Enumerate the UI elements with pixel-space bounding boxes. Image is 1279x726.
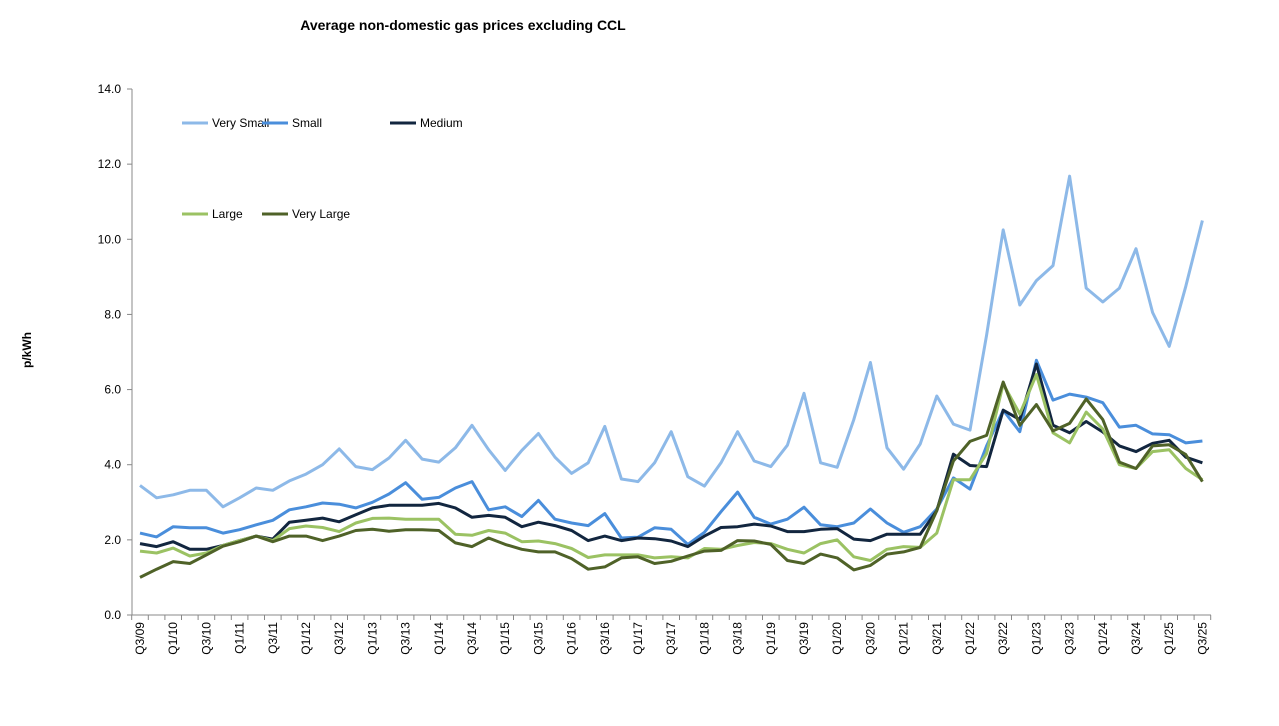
x-tick-label: Q1/20: [830, 622, 844, 655]
x-tick-label: Q3/18: [731, 622, 745, 655]
x-tick-label: Q3/14: [465, 622, 479, 655]
y-tick-label: 2.0: [104, 533, 121, 547]
x-tick-label: Q3/23: [1063, 622, 1077, 655]
x-tick-label: Q1/11: [233, 622, 247, 654]
x-tick-label: Q1/15: [498, 622, 512, 655]
y-tick-label: 10.0: [98, 232, 122, 246]
legend-item: Very Large: [262, 207, 350, 221]
y-tick-label: 0.0: [104, 608, 121, 622]
legend-label: Large: [212, 207, 243, 221]
y-tick-label: 14.0: [98, 82, 122, 96]
x-tick-label: Q3/16: [598, 622, 612, 655]
x-tick-label: Q3/12: [332, 622, 346, 655]
x-tick-label: Q1/12: [299, 622, 313, 655]
x-tick-label: Q1/25: [1162, 622, 1176, 655]
x-tick-label: Q1/23: [1029, 622, 1043, 655]
x-tick-label: Q3/13: [399, 622, 413, 655]
y-tick-label: 6.0: [104, 383, 121, 397]
x-tick-label: Q3/24: [1129, 622, 1143, 655]
x-tick-label: Q1/17: [631, 622, 645, 655]
legend-item: Medium: [390, 116, 463, 130]
x-tick-label: Q1/13: [365, 622, 379, 655]
x-tick-label: Q1/24: [1096, 622, 1110, 655]
x-tick-label: Q1/14: [432, 622, 446, 655]
series-line-medium: [139, 362, 1203, 551]
x-tick-label: Q3/20: [863, 622, 877, 655]
x-tick-label: Q1/22: [963, 622, 977, 655]
x-tick-label: Q1/18: [697, 622, 711, 655]
y-axis-label: p/kWh: [20, 332, 34, 368]
legend-item: Large: [182, 207, 243, 221]
x-tick-label: Q1/21: [897, 622, 911, 655]
series-line-large: [139, 373, 1204, 562]
legend-label: Very Large: [292, 207, 350, 221]
x-tick-label: Q3/17: [664, 622, 678, 655]
x-tick-label: Q3/25: [1195, 622, 1209, 655]
y-tick-label: 8.0: [104, 307, 121, 321]
legend-label: Medium: [420, 116, 463, 130]
chart-title: Average non-domestic gas prices excludin…: [300, 17, 626, 33]
x-tick-label: Q3/19: [797, 622, 811, 655]
x-tick-label: Q3/10: [199, 622, 213, 655]
x-tick-label: Q3/21: [930, 622, 944, 655]
legend-label: Very Small: [212, 116, 269, 130]
x-tick-label: Q3/11: [266, 622, 280, 654]
x-tick-label: Q3/09: [133, 622, 147, 655]
series-line-very-small: [139, 174, 1204, 509]
x-tick-label: Q1/10: [166, 622, 180, 655]
legend-item: Small: [262, 116, 322, 130]
x-tick-label: Q3/15: [531, 622, 545, 655]
x-tick-label: Q3/22: [996, 622, 1010, 655]
legend-item: Very Small: [182, 116, 269, 130]
x-tick-label: Q1/19: [764, 622, 778, 655]
series-line-small: [139, 358, 1203, 546]
x-tick-label: Q1/16: [565, 622, 579, 655]
series-line-very-large: [139, 380, 1204, 579]
legend-label: Small: [292, 116, 322, 130]
y-tick-label: 4.0: [104, 458, 121, 472]
y-tick-label: 12.0: [98, 157, 122, 171]
